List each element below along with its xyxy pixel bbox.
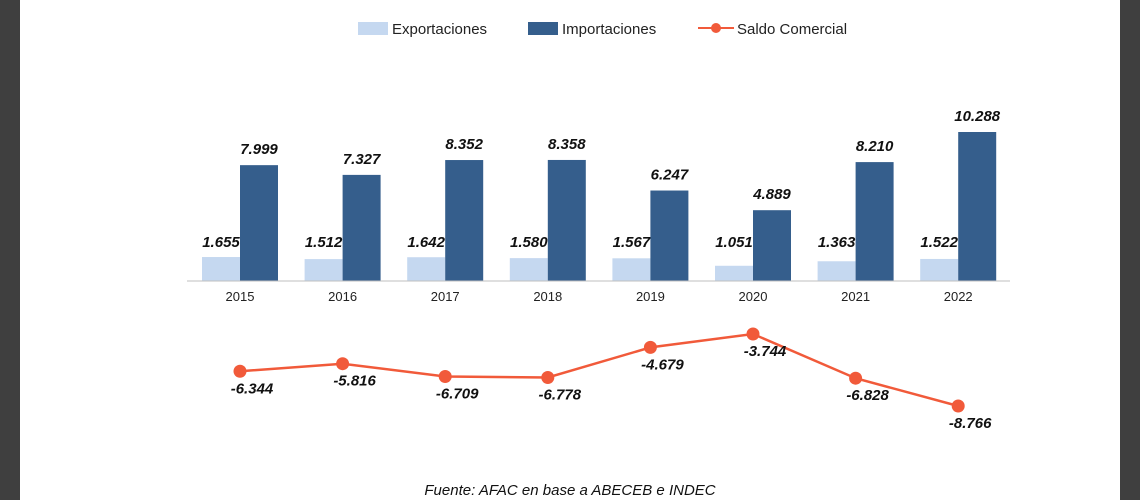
x-tick-2017: 2017 — [431, 289, 460, 304]
bar-exportaciones-2021 — [817, 261, 856, 281]
label-exportaciones-2015: 1.655 — [202, 234, 240, 251]
label-exportaciones-2020: 1.051 — [715, 234, 753, 251]
label-importaciones-2022: 10.288 — [954, 108, 1001, 125]
bar-exportaciones-2018 — [509, 258, 548, 281]
saldo-point-2020 — [746, 327, 760, 341]
label-saldo-2020: -3.744 — [744, 343, 787, 360]
label-exportaciones-2016: 1.512 — [305, 234, 343, 251]
source-note: Fuente: AFAC en base a ABECEB e INDEC — [424, 482, 716, 499]
right-border — [1120, 0, 1140, 500]
bar-importaciones-2022 — [958, 132, 997, 281]
saldo-point-2017 — [438, 370, 452, 384]
label-exportaciones-2018: 1.580 — [510, 234, 548, 251]
bar-importaciones-2018 — [547, 159, 586, 281]
label-importaciones-2015: 7.999 — [240, 141, 278, 158]
saldo-line-group: -6.344 -5.816 -6.709 -6.778 -4.679 -3.744 -6.8… — [231, 327, 992, 432]
label-exportaciones-2021: 1.363 — [818, 234, 856, 251]
bar-exportaciones-2015 — [202, 257, 240, 281]
legend-label-importaciones: Importaciones — [562, 21, 656, 38]
label-importaciones-2021: 8.210 — [856, 138, 894, 155]
bar-importaciones-2021 — [855, 162, 894, 281]
label-importaciones-2020: 4.889 — [752, 186, 791, 203]
bar-importaciones-2015 — [240, 165, 278, 281]
label-exportaciones-2019: 1.567 — [613, 234, 651, 251]
x-tick-2019: 2019 — [636, 289, 665, 304]
bar-exportaciones-2020 — [715, 265, 753, 281]
bar-exportaciones-2019 — [612, 258, 651, 281]
saldo-point-2021 — [849, 371, 863, 385]
label-exportaciones-2017: 1.642 — [407, 234, 445, 251]
legend-swatch-exportaciones — [358, 22, 388, 35]
bar-exportaciones-2017 — [407, 257, 446, 281]
legend-label-saldo: Saldo Comercial — [737, 21, 847, 38]
label-importaciones-2017: 8.352 — [445, 136, 483, 153]
label-importaciones-2018: 8.358 — [548, 136, 586, 153]
x-tick-2020: 2020 — [739, 289, 768, 304]
chart-legend: Exportaciones Importaciones Saldo Comerc… — [358, 21, 847, 38]
saldo-point-2018 — [541, 370, 555, 384]
label-saldo-2018: -6.778 — [539, 386, 582, 403]
legend-label-exportaciones: Exportaciones — [392, 21, 487, 38]
saldo-point-2015 — [233, 364, 247, 378]
label-saldo-2017: -6.709 — [436, 386, 479, 403]
label-saldo-2016: -5.816 — [333, 373, 376, 390]
x-axis-ticks: 2015 2016 2017 2018 2019 2020 2021 2022 — [226, 289, 973, 304]
x-tick-2022: 2022 — [944, 289, 973, 304]
label-importaciones-2016: 7.327 — [343, 151, 381, 168]
label-saldo-2021: -6.828 — [846, 387, 889, 404]
x-tick-2018: 2018 — [533, 289, 562, 304]
x-tick-2015: 2015 — [226, 289, 255, 304]
label-saldo-2019: -4.679 — [641, 356, 684, 373]
label-saldo-2015: -6.344 — [231, 380, 274, 397]
x-tick-2021: 2021 — [841, 289, 870, 304]
left-border — [0, 0, 20, 500]
label-exportaciones-2022: 1.522 — [920, 234, 958, 251]
bar-exportaciones-2016 — [304, 259, 343, 281]
bar-importaciones-2016 — [342, 174, 381, 281]
saldo-point-2019 — [643, 340, 657, 354]
legend-swatch-importaciones — [528, 22, 558, 35]
saldo-point-2016 — [336, 357, 350, 371]
label-saldo-2022: -8.766 — [949, 415, 992, 432]
bar-importaciones-2017 — [445, 160, 484, 281]
bar-importaciones-2020 — [753, 210, 791, 281]
bar-importaciones-2019 — [650, 190, 689, 281]
label-importaciones-2019: 6.247 — [651, 167, 689, 184]
legend-marker-saldo — [711, 23, 721, 33]
x-tick-2016: 2016 — [328, 289, 357, 304]
bars-group: 1.655 7.999 1.512 7.327 1.642 8.352 1.580 8.358… — [202, 108, 1001, 281]
saldo-point-2022 — [951, 399, 965, 413]
saldo-line — [239, 332, 959, 408]
bar-exportaciones-2022 — [920, 258, 959, 281]
